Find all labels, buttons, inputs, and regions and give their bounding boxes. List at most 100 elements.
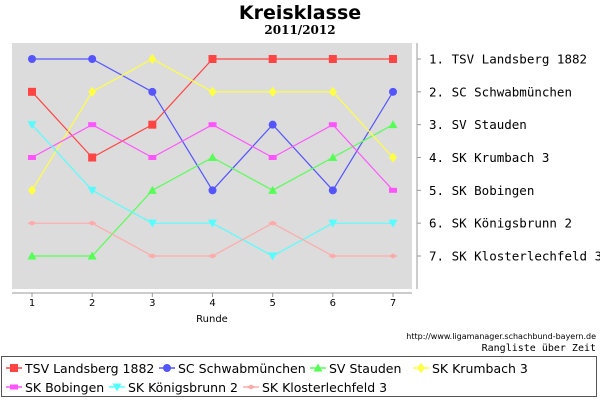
x-tick-label: 4 <box>209 298 215 309</box>
legend-label: SK Königsbrunn 2 <box>128 379 238 395</box>
x-tick-label: 7 <box>390 298 396 309</box>
legend-marker <box>10 384 18 390</box>
x-axis-label: Runde <box>196 314 228 325</box>
data-point <box>388 120 398 129</box>
data-point <box>388 253 398 259</box>
legend-swatch <box>310 363 326 372</box>
legend-marker <box>10 364 18 372</box>
rank-label: 2. SC Schwabmünchen <box>429 84 572 99</box>
legend-label: SV Stauden <box>329 360 402 376</box>
series-5 <box>28 122 397 193</box>
data-point <box>88 55 97 63</box>
rank-label: 1. TSV Landsberg 1882 <box>429 52 587 67</box>
legend-item: SK Krumbach 3 <box>413 359 528 377</box>
data-point <box>268 120 277 129</box>
data-point <box>27 220 37 226</box>
data-point <box>147 185 157 194</box>
legend-swatch <box>243 384 259 390</box>
data-point <box>389 152 397 163</box>
data-point <box>328 122 337 128</box>
legend-marker <box>112 383 122 392</box>
legend-marker <box>313 363 323 372</box>
rank-label: 7. SK Klosterlechfeld 3 <box>429 249 600 264</box>
series-6 <box>27 121 398 261</box>
chart-title: Kreisklasse <box>238 2 362 24</box>
data-point <box>148 87 157 96</box>
data-point <box>208 253 217 259</box>
legend-swatch <box>6 364 22 372</box>
legend-marker <box>417 363 425 373</box>
data-point <box>328 55 337 63</box>
legend-label: SC Schwabmünchen <box>178 360 306 376</box>
data-point <box>88 153 97 162</box>
line-chart: 1 2 3 4 5 6 7 1. TSV Landsberg 1882 2. SC Schwa… <box>12 43 600 325</box>
data-point <box>268 252 278 261</box>
x-tick-label: 3 <box>149 298 155 309</box>
legend-swatch <box>413 363 429 373</box>
data-point <box>87 251 97 260</box>
series-4 <box>28 54 397 196</box>
legend-item: SK Bobingen <box>6 378 104 396</box>
x-tick-label: 6 <box>330 298 336 309</box>
plot-area <box>12 43 412 289</box>
data-point <box>148 120 157 129</box>
data-point <box>28 185 36 196</box>
data-point <box>147 253 157 259</box>
data-point <box>147 219 157 228</box>
data-point <box>328 86 337 97</box>
data-point <box>28 55 36 63</box>
data-point <box>208 86 217 97</box>
data-point <box>208 122 217 128</box>
data-point <box>388 219 398 228</box>
x-tick-label: 1 <box>29 298 35 309</box>
data-point <box>148 54 157 64</box>
legend-item: SC Schwabmünchen <box>159 359 306 377</box>
legend-label: TSV Landsberg 1882 <box>25 360 155 376</box>
legend-swatch <box>6 384 22 390</box>
legend-label: SK Bobingen <box>25 379 105 395</box>
x-tick-label: 5 <box>269 298 275 309</box>
rank-label: 3. SV Stauden <box>429 117 527 132</box>
series-2 <box>28 55 397 195</box>
x-tick-label: 2 <box>89 298 95 309</box>
data-point <box>208 153 217 161</box>
data-point <box>208 219 217 228</box>
series-7 <box>27 220 398 259</box>
data-point <box>268 86 277 97</box>
legend-swatch <box>109 383 125 392</box>
series-3 <box>27 120 398 260</box>
data-point <box>208 186 217 195</box>
legend-label: SK Krumbach 3 <box>432 360 528 376</box>
data-point <box>389 187 397 193</box>
chart-caption: Rangliste über Zeit <box>481 343 596 354</box>
data-point <box>88 122 97 128</box>
data-point <box>28 155 36 160</box>
legend-marker <box>246 384 256 390</box>
series-1 <box>28 55 397 162</box>
legend-item: TSV Landsberg 1882 <box>6 359 154 377</box>
legend-item: SK Klosterlechfeld 3 <box>243 378 387 396</box>
data-point <box>328 153 338 161</box>
data-point <box>389 87 397 96</box>
legend-label: SK Klosterlechfeld 3 <box>262 379 388 395</box>
legend-swatch <box>159 364 175 372</box>
data-point <box>268 220 278 226</box>
data-point <box>328 219 338 228</box>
data-point <box>268 55 277 63</box>
data-point <box>328 253 338 259</box>
data-point <box>87 220 97 226</box>
data-point <box>27 251 37 260</box>
data-point <box>27 121 37 130</box>
source-url[interactable]: http://www.ligamanager.schachbund-bayern… <box>406 332 596 341</box>
rank-label: 5. SK Bobingen <box>429 183 534 198</box>
legend: TSV Landsberg 1882 SC Schwabmünchen SV Sta… <box>1 356 597 397</box>
data-point <box>328 186 337 195</box>
data-point <box>88 86 97 97</box>
data-point <box>87 186 97 195</box>
data-point <box>148 155 157 160</box>
data-point <box>28 87 36 96</box>
data-point <box>389 55 397 63</box>
rank-label: 6. SK Königsbrunn 2 <box>429 216 572 231</box>
legend-item: SK Königsbrunn 2 <box>109 378 238 396</box>
legend-marker <box>163 364 171 372</box>
